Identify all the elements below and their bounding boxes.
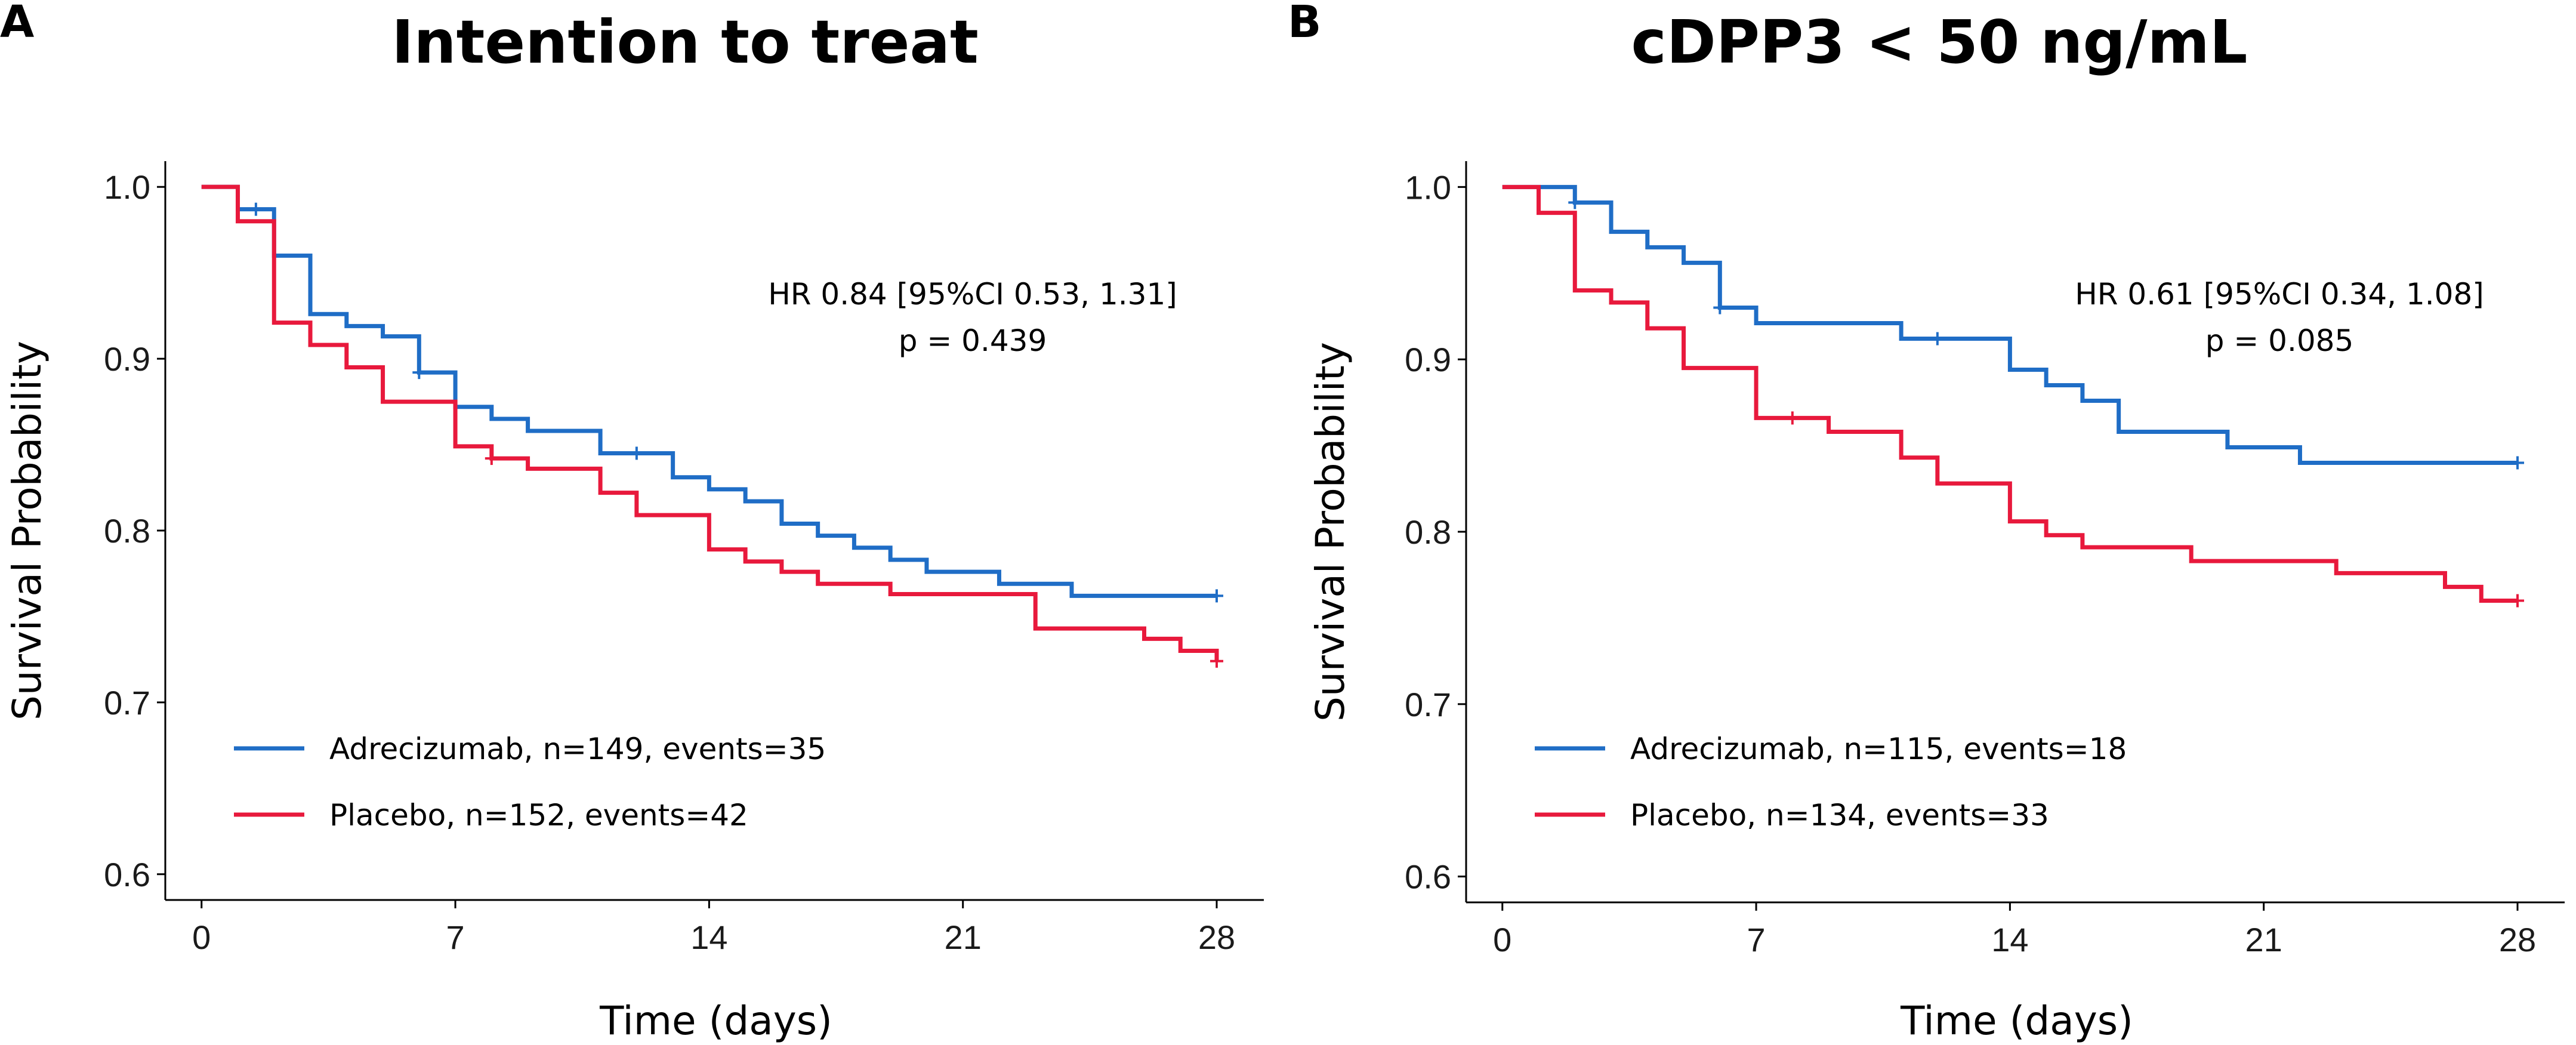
y-tick-label: 0.8 bbox=[1405, 513, 1451, 551]
censor-mark bbox=[412, 366, 426, 380]
x-axis-label: Time (days) bbox=[599, 998, 832, 1044]
censor-mark bbox=[2511, 456, 2525, 470]
censor-mark bbox=[485, 452, 498, 466]
legend-label-placebo: Placebo, n=134, events=33 bbox=[1630, 798, 2049, 833]
censor-mark bbox=[1210, 654, 1224, 668]
y-tick-label: 0.9 bbox=[104, 340, 150, 378]
x-axis-label: Time (days) bbox=[1900, 998, 2133, 1044]
x-tick-label: 21 bbox=[2245, 921, 2282, 958]
y-tick-label: 1.0 bbox=[104, 168, 150, 206]
y-tick-label: 0.8 bbox=[104, 512, 150, 550]
y-tick-label: 0.7 bbox=[104, 684, 150, 722]
x-tick-label: 14 bbox=[690, 918, 727, 956]
y-tick-label: 0.7 bbox=[1405, 686, 1451, 723]
legend-label-adrecizumab: Adrecizumab, n=115, events=18 bbox=[1630, 732, 2127, 766]
x-tick-label: 28 bbox=[2499, 921, 2536, 958]
x-tick-label: 28 bbox=[1198, 918, 1235, 956]
censor-mark bbox=[1713, 301, 1727, 315]
panel-letter: B bbox=[1288, 0, 1321, 48]
p-value-annotation: p = 0.439 bbox=[899, 323, 1047, 358]
km-curve-placebo bbox=[1502, 184, 2518, 603]
p-value-annotation: p = 0.085 bbox=[2205, 323, 2354, 358]
km-curve-adrecizumab bbox=[1502, 184, 2518, 465]
censor-mark bbox=[1930, 332, 1944, 346]
hazard-ratio-annotation: HR 0.61 [95%CI 0.34, 1.08] bbox=[2075, 277, 2484, 312]
y-tick-label: 1.0 bbox=[1405, 168, 1451, 206]
chart-title: cDPP3 < 50 ng/mL bbox=[1631, 7, 2247, 77]
censor-mark bbox=[1210, 589, 1224, 603]
y-axis-label: Survival Probability bbox=[1307, 342, 1353, 722]
x-tick-label: 0 bbox=[1493, 921, 1511, 958]
legend-label-placebo: Placebo, n=152, events=42 bbox=[329, 798, 748, 833]
censor-mark bbox=[630, 446, 643, 460]
y-axis-label: Survival Probability bbox=[4, 341, 50, 720]
chart-panel-a: A Intention to treat 0.6 0.7 0.8 0.9 1.0 0 7 14 21… bbox=[0, 0, 1264, 1044]
censor-mark bbox=[249, 202, 263, 216]
x-tick-label: 7 bbox=[446, 918, 464, 956]
x-tick-label: 14 bbox=[1991, 921, 2028, 958]
censor-mark bbox=[1568, 196, 1582, 209]
x-tick-label: 21 bbox=[945, 918, 982, 956]
censor-mark bbox=[1785, 411, 1799, 425]
censor-mark bbox=[2511, 594, 2525, 608]
panel-letter: A bbox=[0, 0, 34, 48]
hazard-ratio-annotation: HR 0.84 [95%CI 0.53, 1.31] bbox=[768, 277, 1177, 312]
y-tick-label: 0.6 bbox=[104, 856, 150, 893]
y-tick-label: 0.6 bbox=[1405, 858, 1451, 896]
x-tick-label: 7 bbox=[1747, 921, 1765, 958]
legend-label-adrecizumab: Adrecizumab, n=149, events=35 bbox=[329, 732, 826, 766]
chart-title: Intention to treat bbox=[391, 7, 979, 77]
y-tick-label: 0.9 bbox=[1405, 341, 1451, 378]
km-curve-placebo bbox=[201, 184, 1219, 661]
x-tick-label: 0 bbox=[192, 918, 211, 956]
